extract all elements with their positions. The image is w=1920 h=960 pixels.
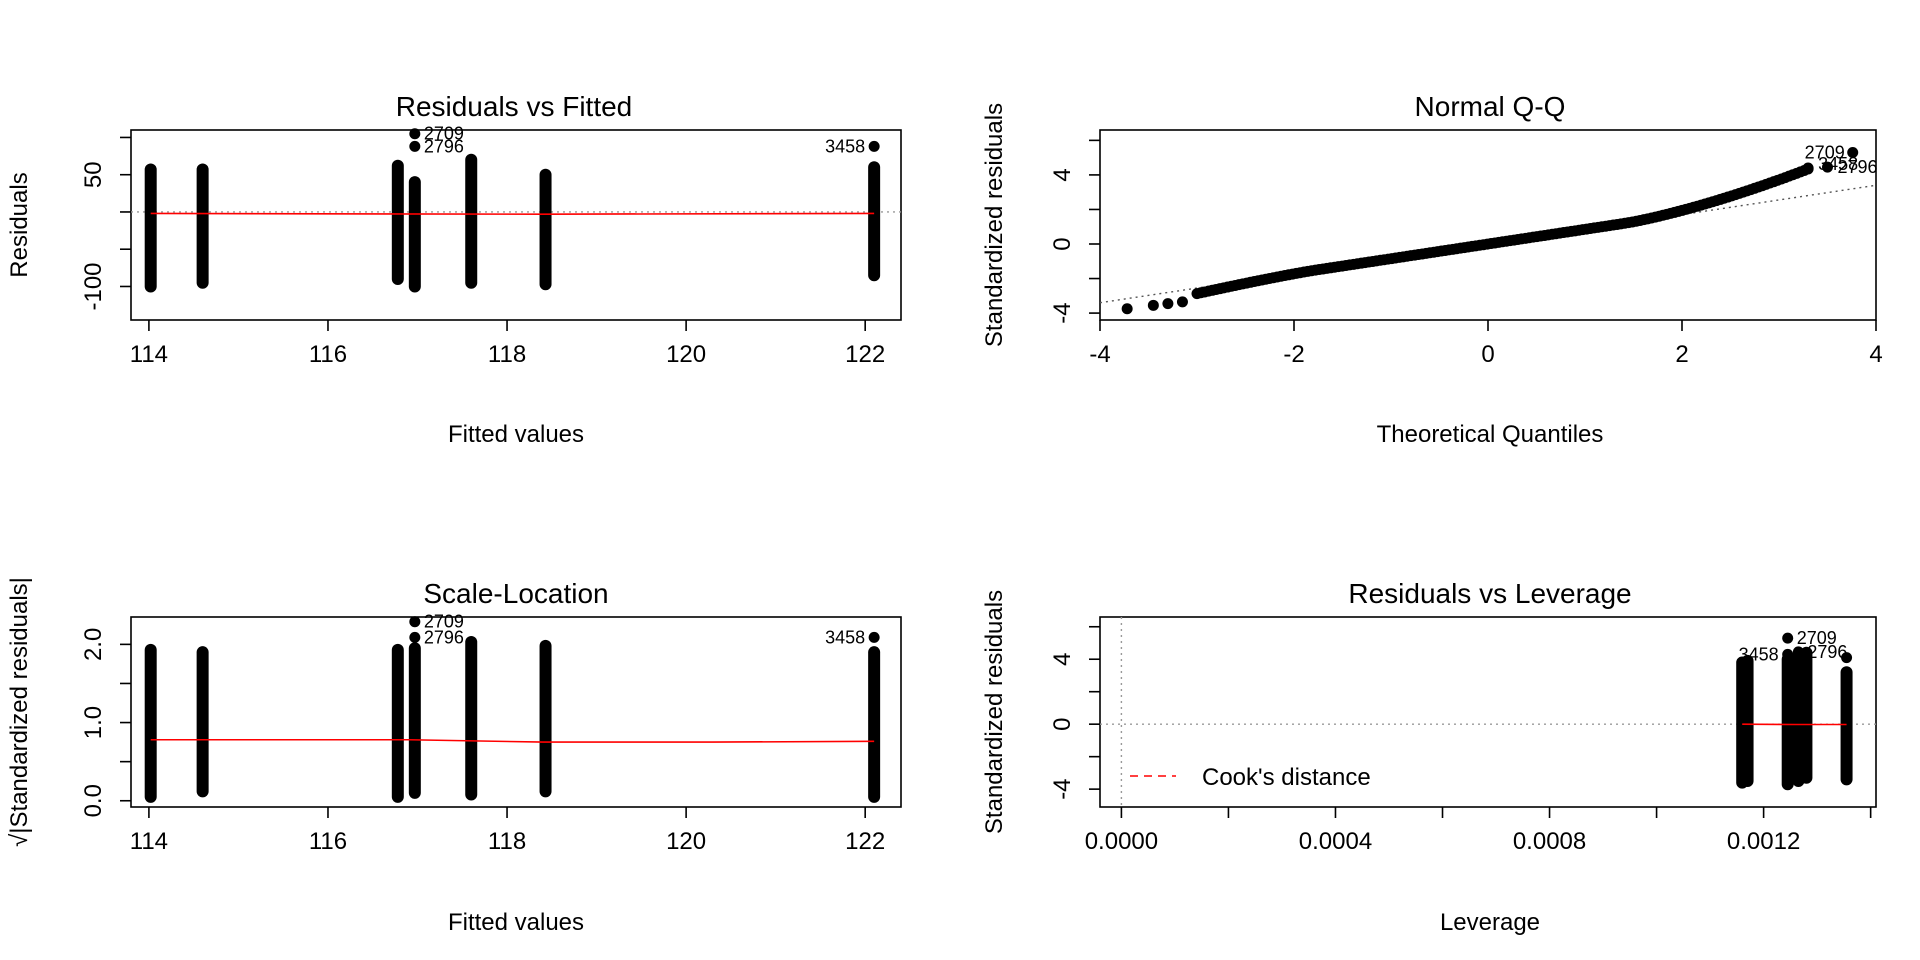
rvf-outlier-point <box>409 140 421 152</box>
qq-point <box>1121 303 1133 315</box>
qq-outlier-label: 3458 <box>1818 154 1858 174</box>
rvf-xtick-label: 114 <box>130 341 168 368</box>
rvl-point <box>1841 652 1853 664</box>
qq-xtick-label: 4 <box>1869 341 1882 368</box>
rvf-outlier-label: 2709 <box>424 124 464 144</box>
sl-outlier-point <box>868 631 880 643</box>
rvf-ylabel: Residuals <box>6 172 33 277</box>
rvf-outlier-label: 2796 <box>424 136 464 156</box>
rvf-xtick-label: 122 <box>845 341 885 368</box>
rvl-outlier-point <box>1792 646 1804 658</box>
rvf-axes: 114 116 118 120 122 -100 50 <box>80 136 885 368</box>
rvl-xlabel: Leverage <box>1440 909 1540 936</box>
sl-xtick-label: 116 <box>309 828 347 855</box>
qq-xtick-label: 2 <box>1675 341 1688 368</box>
sl-axes: 114 116 118 120 122 0.0 1.0 2.0 <box>80 628 885 855</box>
sl-xtick-label: 120 <box>666 828 706 855</box>
sl-ytick-label: 2.0 <box>80 628 107 661</box>
rvl-axes: 0.0000 0.0004 0.0008 0.0012 -4 0 4 <box>1049 625 1872 855</box>
rvf-ytick-label: -100 <box>80 262 107 310</box>
rvf-plot-frame <box>130 129 902 321</box>
qq-outlier-point <box>1822 161 1833 173</box>
qq-ytick-label: 4 <box>1049 168 1076 181</box>
sl-plot-frame <box>130 616 902 808</box>
qq-reference-line <box>1099 184 1877 304</box>
rvf-smooth-line <box>150 212 875 215</box>
qq-xtick-label: 0 <box>1481 341 1494 368</box>
rvl-plot-frame <box>1099 616 1877 808</box>
sl-smooth-line <box>150 738 875 743</box>
qq-outlier-label: 2709 <box>1805 142 1845 162</box>
qq-ytick-label: 0 <box>1049 237 1076 250</box>
rvf-ytick-label: 50 <box>80 161 107 188</box>
sl-outlier-point <box>409 616 421 628</box>
qq-outlier-point <box>1847 146 1859 158</box>
rvl-ytick-label: 4 <box>1049 653 1076 666</box>
qq-point <box>1147 299 1159 311</box>
rvf-xtick-label: 116 <box>309 341 347 368</box>
rvl-outlier-label: 2796 <box>1807 642 1847 662</box>
rvf-xtick-label: 120 <box>666 341 706 368</box>
qq-point <box>1162 298 1174 310</box>
sl-outlier-point <box>409 631 421 643</box>
rvf-title: Residuals vs Fitted <box>396 91 633 122</box>
qq-point <box>1176 296 1188 308</box>
rvl-outlier-point <box>1782 632 1794 644</box>
qq-xtick-label: -2 <box>1283 341 1304 368</box>
qq-ytick-label: -4 <box>1049 302 1076 323</box>
qq-title: Normal Q-Q <box>1415 91 1566 122</box>
rvl-outlier-label: 2709 <box>1797 628 1837 648</box>
rvl-outlier-point <box>1782 648 1794 660</box>
rvl-ylabel: Standardized residuals <box>981 590 1008 834</box>
qq-axes: -4 -2 0 2 4 -4 0 4 <box>1049 139 1883 368</box>
rvf-outlier-label: 3458 <box>825 136 865 156</box>
rvl-ytick-label: -4 <box>1049 778 1076 799</box>
sl-ylabel: √|Standardized residuals| <box>6 577 33 847</box>
sl-outlier-label: 2709 <box>424 612 464 632</box>
sl-xtick-label: 114 <box>130 828 168 855</box>
rvl-xtick-label: 0.0008 <box>1513 828 1586 855</box>
rvf-outlier-point <box>409 128 421 140</box>
sl-ytick-label: 1.0 <box>80 706 107 739</box>
qq-outlier-point <box>1802 162 1814 174</box>
rvl-xtick-label: 0.0000 <box>1085 828 1158 855</box>
rvf-xlabel: Fitted values <box>448 421 584 448</box>
qq-xtick-label: -4 <box>1089 341 1110 368</box>
cooks-distance-legend-label: Cook's distance <box>1202 764 1371 791</box>
rvl-xtick-label: 0.0012 <box>1727 828 1800 855</box>
rvf-xtick-label: 118 <box>488 341 526 368</box>
qq-outlier-label: 2796 <box>1838 157 1878 177</box>
sl-outlier-label: 2796 <box>424 627 464 647</box>
sl-xtick-label: 118 <box>488 828 526 855</box>
rvf-outlier-point <box>868 140 880 152</box>
sl-xlabel: Fitted values <box>448 909 584 936</box>
rvl-title: Residuals vs Leverage <box>1348 578 1631 609</box>
sl-xtick-label: 122 <box>845 828 885 855</box>
qq-xlabel: Theoretical Quantiles <box>1377 421 1604 448</box>
qq-ylabel: Standardized residuals <box>981 103 1008 347</box>
rvl-outlier-label: 3458 <box>1739 644 1779 664</box>
rvl-xtick-label: 0.0004 <box>1299 828 1372 855</box>
sl-outlier-label: 3458 <box>825 627 865 647</box>
sl-ytick-label: 0.0 <box>80 784 107 817</box>
sl-title: Scale-Location <box>423 578 608 609</box>
rvl-ytick-label: 0 <box>1049 717 1076 730</box>
